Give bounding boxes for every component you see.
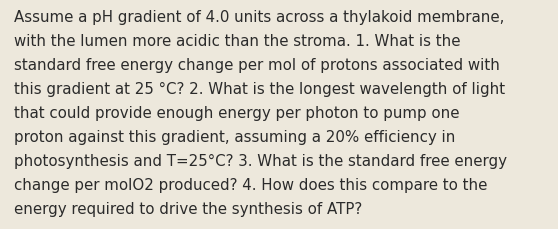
Text: photosynthesis and T=25°C? 3. What is the standard free energy: photosynthesis and T=25°C? 3. What is th… xyxy=(14,153,507,168)
Text: proton against this gradient, assuming a 20% efficiency in: proton against this gradient, assuming a… xyxy=(14,129,455,144)
Text: that could provide enough energy per photon to pump one: that could provide enough energy per pho… xyxy=(14,106,459,120)
Text: change per molO2 produced? 4. How does this compare to the: change per molO2 produced? 4. How does t… xyxy=(14,177,487,192)
Text: Assume a pH gradient of 4.0 units across a thylakoid membrane,: Assume a pH gradient of 4.0 units across… xyxy=(14,10,504,25)
Text: energy required to drive the synthesis of ATP?: energy required to drive the synthesis o… xyxy=(14,201,362,216)
Text: standard free energy change per mol of protons associated with: standard free energy change per mol of p… xyxy=(14,58,500,73)
Text: with the lumen more acidic than the stroma. 1. What is the: with the lumen more acidic than the stro… xyxy=(14,34,460,49)
Text: this gradient at 25 °C? 2. What is the longest wavelength of light: this gradient at 25 °C? 2. What is the l… xyxy=(14,82,505,97)
